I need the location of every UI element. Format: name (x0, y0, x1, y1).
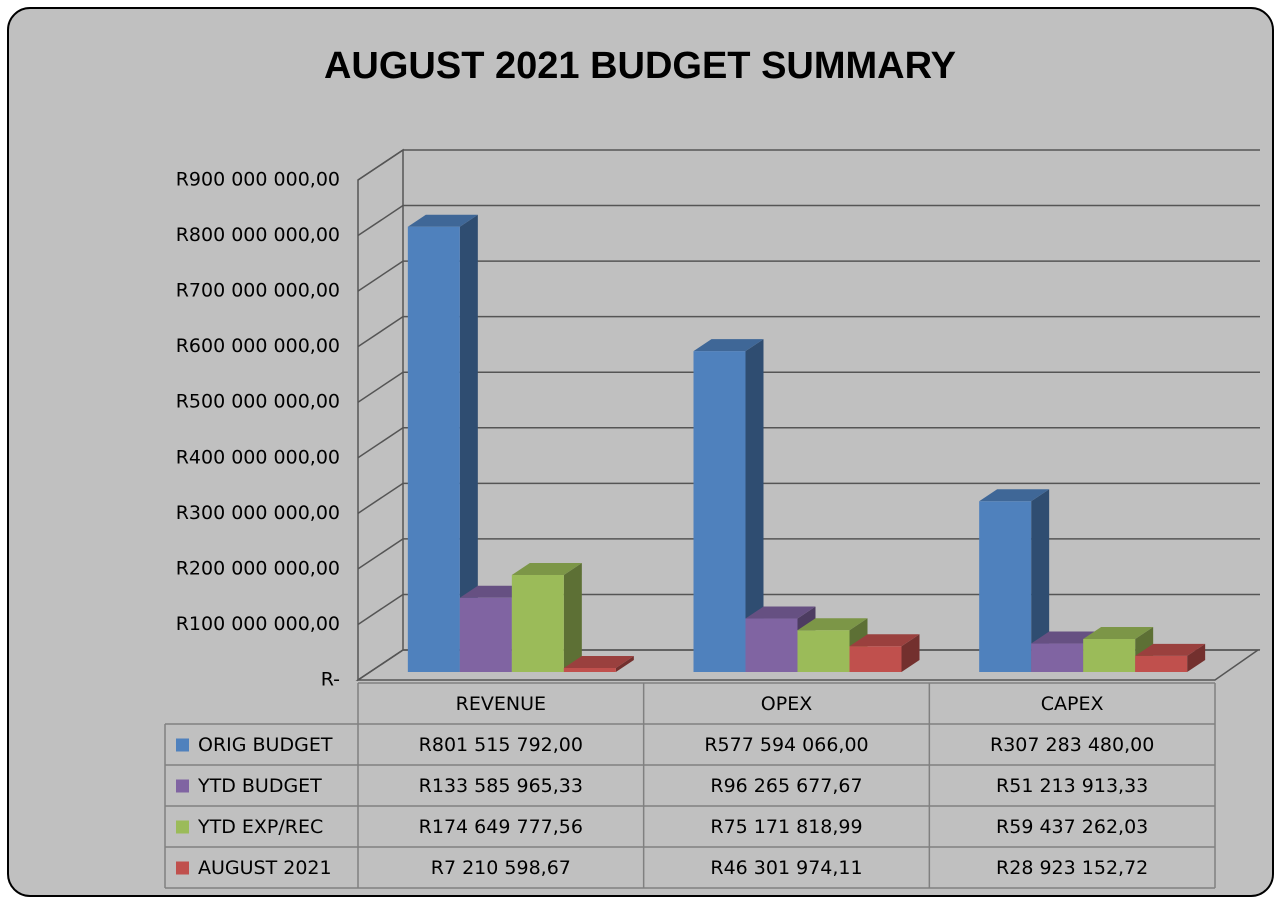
bar-top (407, 214, 478, 227)
bar (1135, 655, 1188, 672)
table-value: R174 649 777,56 (419, 816, 583, 838)
y-tick-label: R300 000 000,00 (176, 502, 340, 524)
bar (849, 646, 902, 672)
legend-key (176, 861, 189, 875)
grid-line (357, 149, 1260, 181)
table-value: R51 213 913,33 (996, 775, 1148, 797)
bar-top (979, 489, 1050, 502)
legend-label: YTD BUDGET (197, 775, 322, 797)
x-tick-label: CAPEX (1041, 693, 1104, 715)
table-value: R307 283 480,00 (990, 734, 1154, 756)
table-value: R577 594 066,00 (704, 734, 868, 756)
table-value: R28 923 152,72 (996, 857, 1148, 879)
bar-top (745, 606, 816, 619)
table-value: R133 585 965,33 (419, 775, 583, 797)
bar (745, 618, 798, 672)
bar-top (1083, 626, 1154, 639)
side-wall (357, 148, 404, 682)
bar (459, 597, 512, 672)
bar-side (1031, 489, 1050, 672)
y-tick-label: R900 000 000,00 (176, 169, 340, 191)
y-tick-label: R100 000 000,00 (176, 613, 340, 635)
x-tick-label: OPEX (761, 693, 812, 715)
grid-line (357, 538, 1260, 570)
legend-label: YTD EXP/REC (197, 816, 323, 838)
bar-top (511, 562, 582, 575)
bar-side (563, 562, 582, 672)
grid-line (357, 649, 1260, 681)
chart-title: AUGUST 2021 BUDGET SUMMARY (324, 45, 956, 87)
bar (797, 630, 850, 672)
bar-top (1135, 643, 1206, 656)
bar-side (615, 655, 634, 672)
legend-label: AUGUST 2021 (198, 857, 332, 879)
bar (1083, 638, 1136, 672)
grid-line (357, 260, 1260, 292)
table-value: R7 210 598,67 (431, 857, 571, 879)
grid-line (357, 593, 1260, 626)
bar-side (459, 214, 478, 673)
grid-line (357, 427, 1260, 459)
bar-top (797, 618, 868, 631)
bar-top (849, 634, 920, 647)
y-tick-label: R- (321, 669, 340, 691)
bar-side (901, 634, 920, 672)
table-value: R801 515 792,00 (419, 734, 583, 756)
bar (563, 667, 616, 672)
table-value: R59 437 262,03 (996, 816, 1148, 838)
grid-line (357, 371, 1260, 403)
table-value: R75 171 818,99 (710, 816, 862, 838)
bar-side (1187, 643, 1206, 672)
legend-key (176, 779, 189, 793)
grid-line (357, 315, 1260, 348)
grid-line (357, 482, 1260, 514)
bar-side (745, 339, 764, 672)
bar (979, 501, 1032, 672)
y-tick-label: R700 000 000,00 (176, 280, 340, 302)
bar-top (563, 655, 634, 668)
y-tick-label: R200 000 000,00 (176, 557, 340, 579)
bar (407, 226, 460, 673)
grid-line (357, 204, 1260, 237)
y-tick-label: R600 000 000,00 (176, 335, 340, 357)
table-value: R46 301 974,11 (710, 857, 862, 879)
bar-top (693, 339, 764, 352)
bar (511, 574, 564, 672)
y-tick-label: R500 000 000,00 (176, 391, 340, 413)
y-tick-label: R800 000 000,00 (176, 224, 340, 246)
y-tick-label: R400 000 000,00 (176, 446, 340, 468)
legend-key (176, 820, 189, 834)
legend-key (176, 738, 189, 752)
bar (1031, 643, 1084, 672)
legend-label: ORIG BUDGET (198, 734, 333, 756)
bar (693, 351, 746, 672)
x-tick-label: REVENUE (456, 693, 546, 715)
table-value: R96 265 677,67 (710, 775, 862, 797)
